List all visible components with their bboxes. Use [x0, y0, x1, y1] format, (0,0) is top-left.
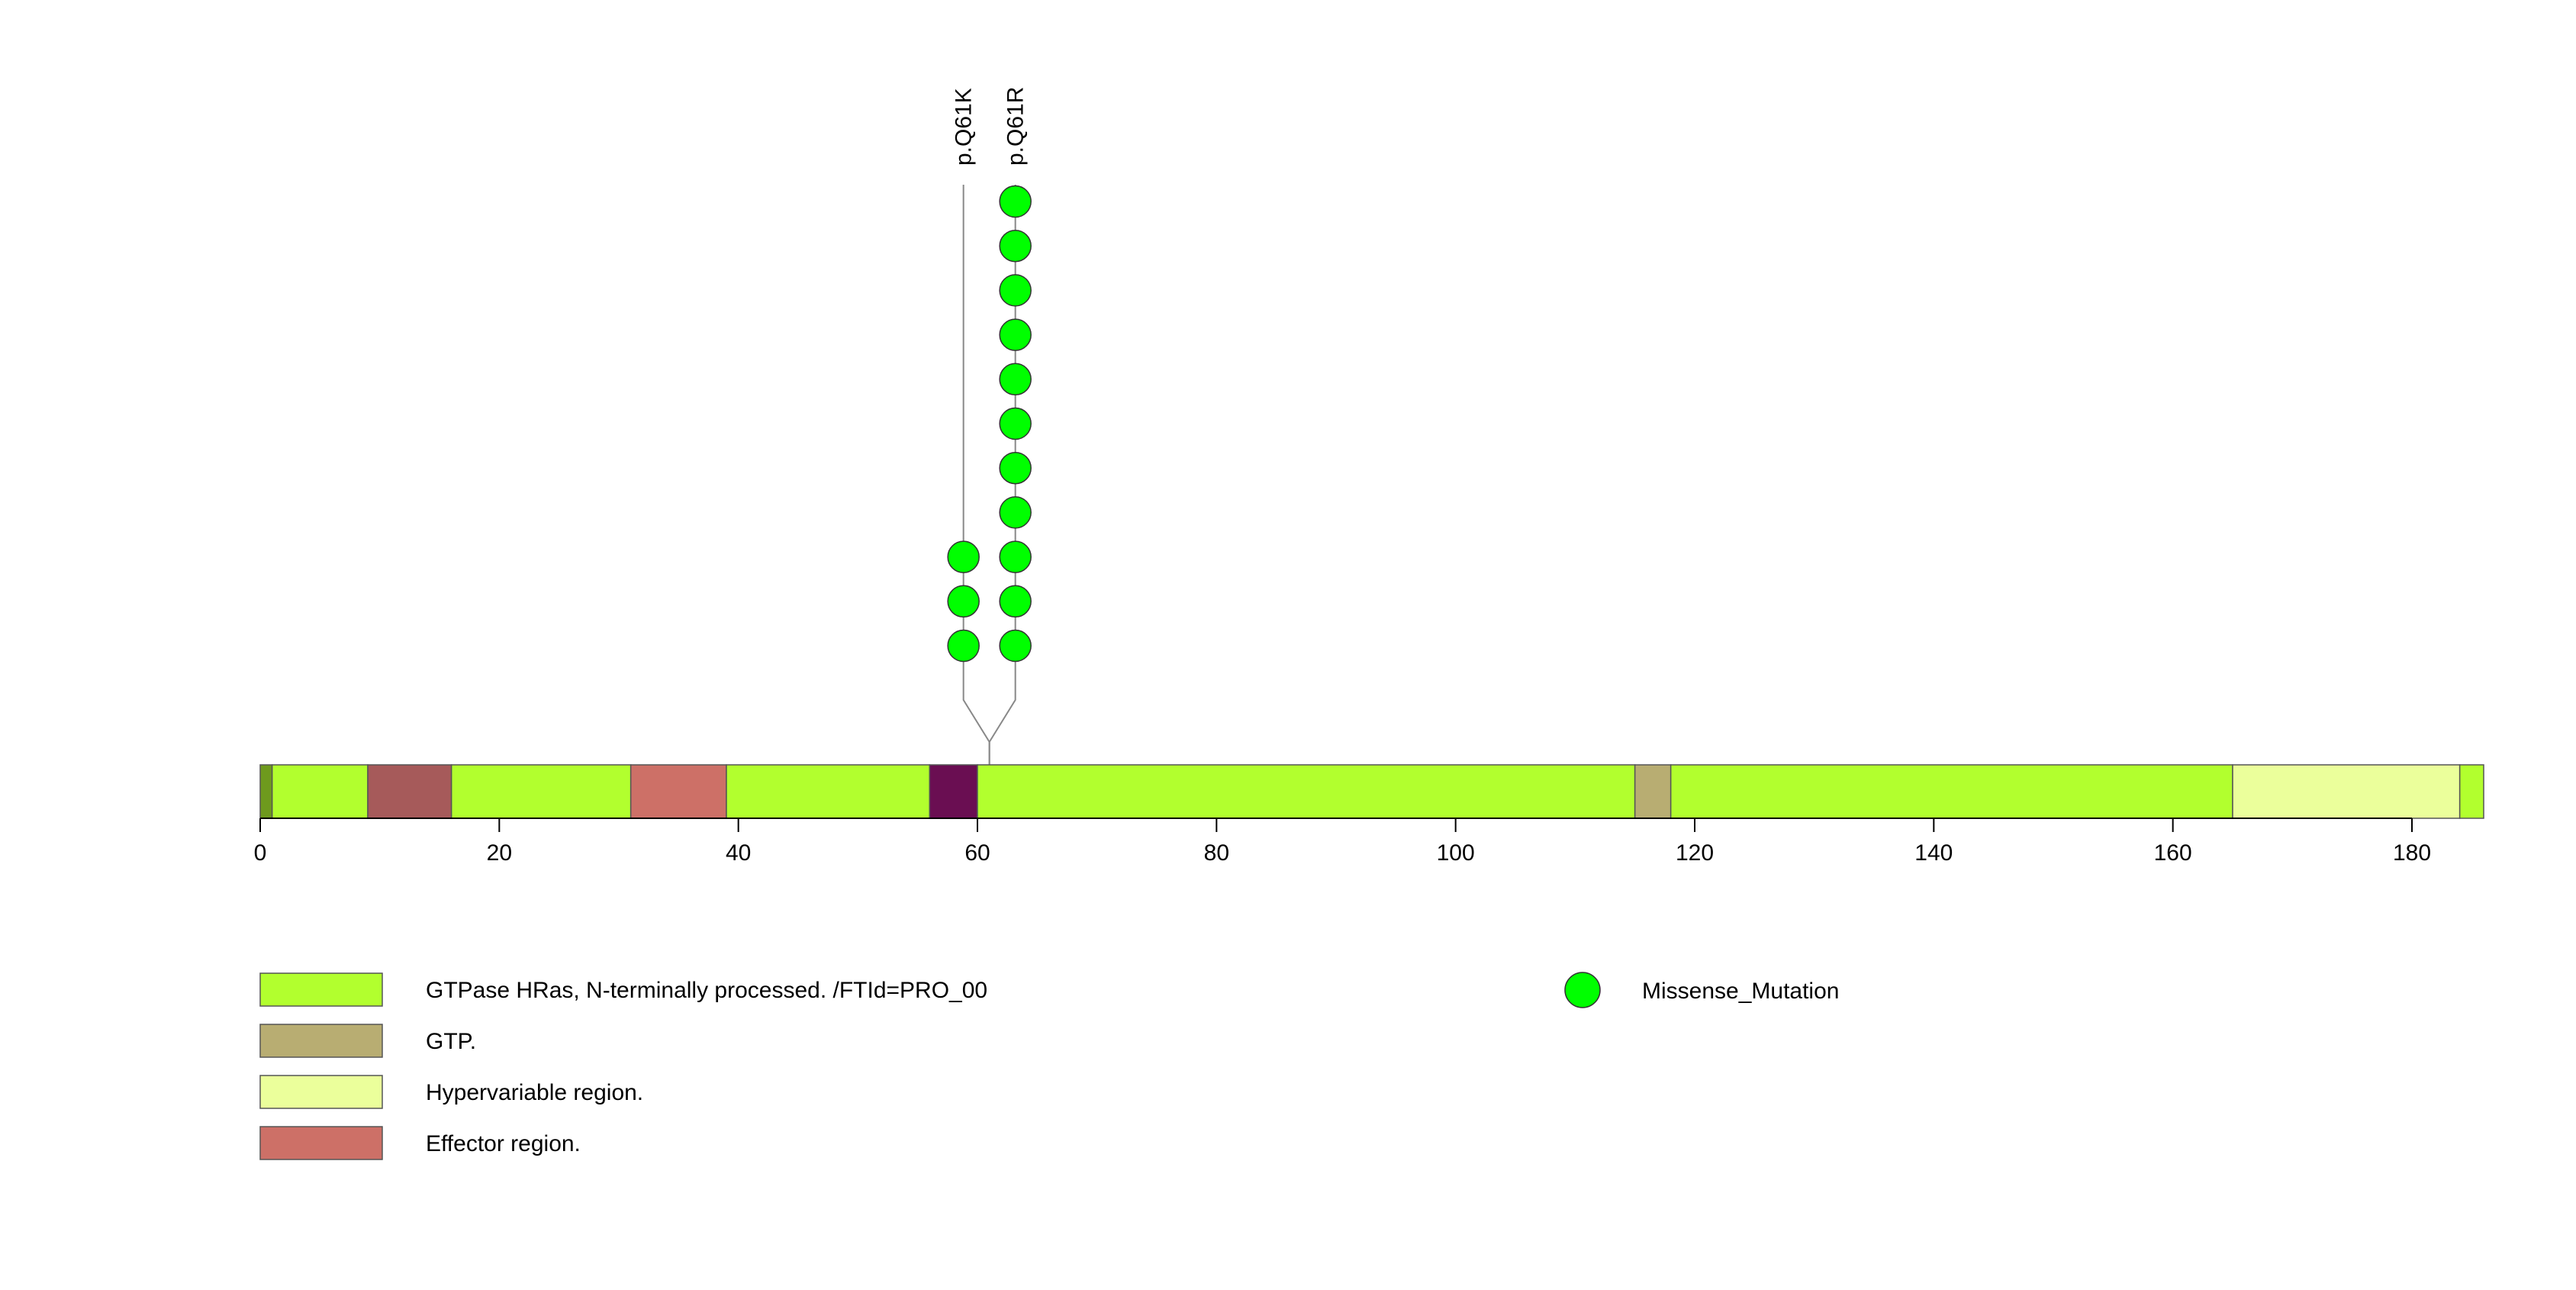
x-tick-label-180: 180 [2393, 840, 2431, 866]
protein-segment-2 [367, 764, 452, 819]
mutation-dot [999, 318, 1032, 351]
x-tick-label-60: 60 [964, 840, 990, 866]
x-tick-label-120: 120 [1676, 840, 1714, 866]
mutation-dot [999, 629, 1032, 663]
mutation-dot [999, 363, 1032, 396]
mutation-legend-label-0: Missense_Mutation [1642, 979, 1839, 1004]
legend-swatch-2 [259, 1075, 383, 1109]
missense-mutation-legend-icon [1564, 972, 1601, 1008]
legend-label-0: GTPase HRas, N-terminally processed. /FT… [426, 978, 987, 1003]
mutation-stem-0 [962, 185, 990, 765]
x-tick-label-140: 140 [1914, 840, 1953, 866]
protein-segment-8 [1634, 764, 1672, 819]
protein-segment-5 [726, 764, 931, 819]
protein-segment-9 [1670, 764, 2233, 819]
legend-label-2: Hypervariable region. [426, 1080, 643, 1105]
mutation-dot [999, 540, 1032, 573]
mutation-labels: p.Q61K p.Q61R [952, 87, 1029, 166]
protein-segment-3 [450, 764, 632, 819]
x-tick-label-0: 0 [254, 840, 267, 866]
x-tick-label-160: 160 [2154, 840, 2192, 866]
x-tick-label-20: 20 [487, 840, 512, 866]
mutation-label-1: p.Q61R [1003, 87, 1029, 166]
legend-label-1: GTP. [426, 1029, 476, 1054]
mutation-dot [947, 540, 980, 573]
protein-segment-11 [2458, 764, 2484, 819]
mutation-dots [947, 185, 1032, 663]
mutation-dot [999, 496, 1032, 529]
protein-segment-6 [929, 764, 978, 819]
mutation-dot [999, 585, 1032, 618]
legend-swatch-1 [259, 1024, 383, 1058]
x-tick-label-100: 100 [1437, 840, 1475, 866]
mutation-stems [962, 185, 1016, 765]
protein-segment-10 [2232, 764, 2461, 819]
protein-segment-7 [977, 764, 1636, 819]
x-tick-label-40: 40 [726, 840, 751, 866]
mutation-stem-1 [988, 185, 1016, 765]
protein-bar [259, 764, 2484, 819]
mutation-dot [947, 585, 980, 618]
domain-legend: GTPase HRas, N-terminally processed. /FT… [259, 972, 987, 1160]
mutation-legend: Missense_Mutation [1564, 972, 1839, 1008]
x-axis: 0 20 40 60 80 100 120 140 160 180 [254, 818, 2431, 866]
mutation-dot [947, 629, 980, 663]
legend-swatch-3 [259, 1126, 383, 1160]
protein-segment-1 [271, 764, 369, 819]
protein-segment-4 [630, 764, 727, 819]
mutation-dot [999, 451, 1032, 485]
legend-label-3: Effector region. [426, 1131, 581, 1156]
mutation-dot [999, 229, 1032, 263]
legend-swatch-0 [259, 972, 383, 1007]
protein-segment-0 [259, 764, 273, 819]
mutation-dot [999, 185, 1032, 218]
mutation-label-0: p.Q61K [952, 88, 977, 166]
mutation-dot [999, 274, 1032, 307]
x-tick-label-80: 80 [1204, 840, 1229, 866]
mutation-dot [999, 407, 1032, 440]
